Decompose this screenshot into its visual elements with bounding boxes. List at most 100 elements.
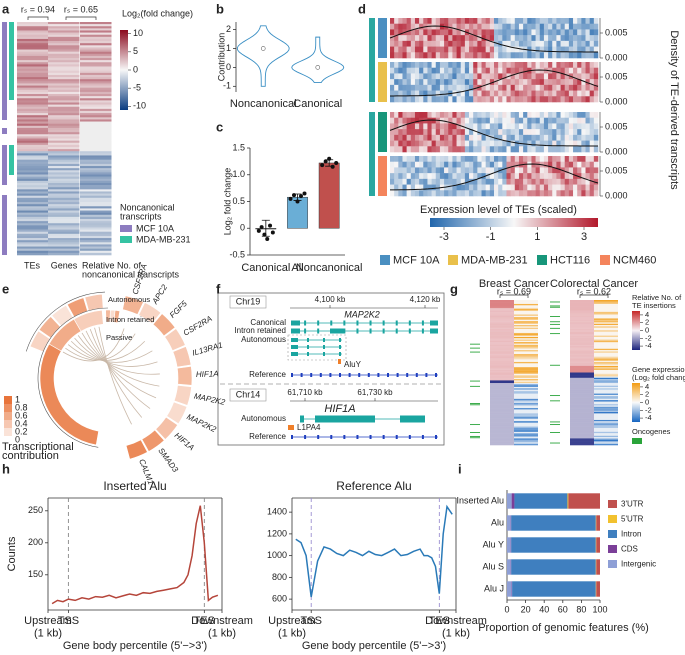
heatmap-cell xyxy=(444,167,449,174)
heatmap-cell xyxy=(510,18,516,25)
heatmap-cell xyxy=(48,242,80,245)
exon xyxy=(300,415,304,423)
heatmap-cell xyxy=(80,206,112,209)
heatmap-cell xyxy=(490,421,514,423)
heatmap-cell xyxy=(585,46,590,53)
colorbar-tick-label: 1 xyxy=(534,231,540,243)
heatmap-cell xyxy=(506,67,511,74)
group-strip xyxy=(378,18,387,58)
heatmap-cell xyxy=(527,134,532,141)
heatmap-cell xyxy=(489,35,495,42)
heatmap-cell xyxy=(531,62,536,69)
heatmap-cell xyxy=(527,123,532,130)
heatmap-cell xyxy=(390,40,395,47)
heatmap-cell xyxy=(464,46,470,53)
heatmap-cell xyxy=(48,182,80,186)
heatmap-cell xyxy=(552,146,557,153)
group-bracket xyxy=(369,18,375,102)
heatmap-cell xyxy=(514,305,538,307)
heatmap-cell xyxy=(48,195,80,199)
heatmap-cell xyxy=(406,62,412,69)
heatmap-cell xyxy=(581,129,586,136)
heatmap-cell xyxy=(390,23,395,30)
heatmap-cell xyxy=(48,155,80,158)
heatmap-cell xyxy=(460,84,466,91)
heatmap-cell xyxy=(448,140,453,147)
heatmap-cell xyxy=(448,184,453,191)
colorbar-tick-label: 2 xyxy=(645,390,649,399)
heatmap-cell xyxy=(560,67,566,74)
heatmap-cell xyxy=(17,66,49,69)
heatmap-cell xyxy=(514,356,538,359)
heatmap-cell xyxy=(477,79,482,86)
heatmap-cell xyxy=(494,52,499,59)
heatmap-cell xyxy=(594,434,618,437)
heatmap-cell xyxy=(48,157,80,160)
heatmap-cell xyxy=(464,79,470,86)
heatmap-cell xyxy=(494,112,499,119)
heatmap-cell xyxy=(593,178,599,185)
heatmap-cell xyxy=(593,190,599,197)
heatmap-cell xyxy=(539,23,545,30)
heatmap-cell xyxy=(502,161,507,168)
group-title: Colorectal Cancer xyxy=(550,278,638,290)
heatmap-cell xyxy=(456,52,462,59)
heatmap-cell xyxy=(589,146,595,153)
heatmap-cell xyxy=(514,35,520,42)
heatmap-cell xyxy=(48,96,80,99)
heatmap-cell xyxy=(556,190,561,197)
heatmap-cell xyxy=(581,62,586,69)
heatmap-cell xyxy=(394,184,399,191)
heatmap-cell xyxy=(80,221,112,224)
heatmap-cell xyxy=(419,190,424,197)
heatmap-cell xyxy=(570,302,594,305)
heatmap-cell xyxy=(17,246,49,249)
heatmap-cell xyxy=(17,214,49,218)
scale-label: 4,120 kb xyxy=(410,295,441,304)
heatmap-cell xyxy=(527,140,532,147)
heatmap-cell xyxy=(410,156,416,163)
heatmap-cell xyxy=(419,178,424,185)
heatmap-cell xyxy=(394,40,399,47)
density-tick-label: 0.005 xyxy=(605,27,628,37)
heatmap-cell xyxy=(593,29,599,36)
chord xyxy=(81,332,160,387)
heatmap-cell xyxy=(48,28,80,31)
heatmap-cell xyxy=(80,142,112,146)
heatmap-cell xyxy=(506,112,511,119)
heatmap-cell xyxy=(593,67,599,74)
heatmap-cell xyxy=(427,112,432,119)
heatmap-cell xyxy=(490,439,514,442)
heatmap-cell xyxy=(564,84,570,91)
heatmap-cell xyxy=(594,323,618,326)
heatmap-cell xyxy=(17,168,49,171)
heatmap-cell xyxy=(398,178,403,185)
heatmap-cell xyxy=(490,406,514,409)
heatmap-cell xyxy=(527,112,532,119)
heatmap-cell xyxy=(448,161,453,168)
heatmap-cell xyxy=(585,123,590,130)
heatmap-cell xyxy=(543,167,549,174)
heatmap-cell xyxy=(477,67,482,74)
heatmap-cell xyxy=(594,410,618,413)
heatmap-cell xyxy=(48,51,80,55)
heatmap-cell xyxy=(543,23,549,30)
heatmap-cell xyxy=(17,34,49,38)
heatmap-cell xyxy=(570,314,594,317)
heatmap-cell xyxy=(552,29,557,36)
heatmap-cell xyxy=(390,129,395,136)
column-label: Genes xyxy=(51,260,78,270)
heatmap-cell xyxy=(514,40,520,47)
heatmap-cell xyxy=(48,117,80,120)
heatmap-cell xyxy=(577,18,582,25)
heatmap-cell xyxy=(473,40,478,47)
heatmap-cell xyxy=(448,167,453,174)
heatmap-cell xyxy=(548,129,553,136)
heatmap-cell xyxy=(514,326,538,328)
heatmap-cell xyxy=(560,184,566,191)
heatmap-cell xyxy=(80,172,112,175)
heatmap-cell xyxy=(17,195,49,199)
heatmap-cell xyxy=(394,67,399,74)
group-bar xyxy=(2,195,7,255)
heatmap-cell xyxy=(394,73,399,80)
